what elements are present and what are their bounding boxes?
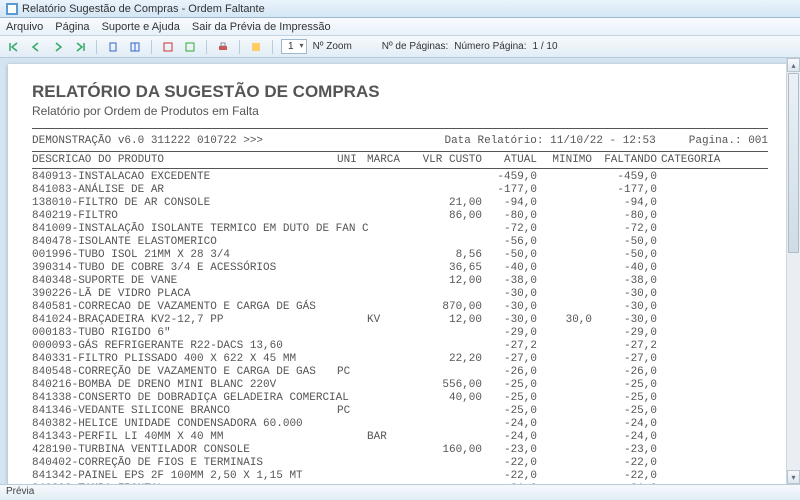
- prev-page-button[interactable]: [28, 39, 44, 55]
- table-row: 001996-TUBO ISOL 21MM X 28 3/48,56-50,0-…: [32, 249, 768, 262]
- table-row: 841343-PERFIL LI 40MM X 40 MMBAR-24,0-24…: [32, 431, 768, 444]
- table-row: 840216-BOMBA DE DRENO MINI BLANC 220V556…: [32, 379, 768, 392]
- toolbar: 1 Nº Zoom Nº de Páginas: Número Página: …: [0, 36, 800, 58]
- table-row: 390226-LÃ DE VIDRO PLACA-30,0-30,0: [32, 288, 768, 301]
- vertical-scrollbar[interactable]: ▴ ▾: [786, 58, 800, 484]
- single-page-icon[interactable]: [105, 39, 121, 55]
- last-page-button[interactable]: [72, 39, 88, 55]
- window-title: Relatório Sugestão de Compras - Ordem Fa…: [22, 3, 265, 15]
- table-body: 840913-INSTALACAO EXCEDENTE-459,0-459,08…: [32, 171, 768, 484]
- zoom-in-icon[interactable]: [182, 39, 198, 55]
- next-page-button[interactable]: [50, 39, 66, 55]
- table-row: 841342-PAINEL EPS 2F 100MM 2,50 X 1,15 M…: [32, 470, 768, 483]
- print-icon[interactable]: [215, 39, 231, 55]
- hdr-marca: MARCA: [367, 154, 412, 166]
- menu-arquivo[interactable]: Arquivo: [6, 21, 43, 33]
- report-title: RELATÓRIO DA SUGESTÃO DE COMPRAS: [32, 82, 768, 102]
- table-row: 840581-CORRECAO DE VAZAMENTO E CARGA DE …: [32, 301, 768, 314]
- zoom-label: Nº Zoom: [313, 41, 352, 52]
- scroll-down-button[interactable]: ▾: [787, 470, 800, 484]
- export-icon[interactable]: [248, 39, 264, 55]
- report-page: RELATÓRIO DA SUGESTÃO DE COMPRAS Relatór…: [8, 64, 792, 484]
- table-header: DESCRICAO DO PRODUTO UNI MARCA VLR CUSTO…: [32, 151, 768, 169]
- app-icon: [6, 3, 18, 15]
- table-row: 000183-TUBO RIGIDO 6"-29,0-29,0: [32, 327, 768, 340]
- menu-bar: Arquivo Página Suporte e Ajuda Sair da P…: [0, 18, 800, 36]
- pages-label: Nº de Páginas:: [382, 41, 448, 52]
- menu-pagina[interactable]: Página: [55, 21, 89, 33]
- table-row: 840913-INSTALACAO EXCEDENTE-459,0-459,0: [32, 171, 768, 184]
- table-row: 841083-ANÁLISE DE AR-177,0-177,0: [32, 184, 768, 197]
- table-row: 840402-CORREÇÃO DE FIOS E TERMINAIS-22,0…: [32, 457, 768, 470]
- multi-page-icon[interactable]: [127, 39, 143, 55]
- status-previa: Prévia: [6, 486, 34, 497]
- menu-sair[interactable]: Sair da Prévia de Impressão: [192, 21, 331, 33]
- table-row: 390314-TUBO DE COBRE 3/4 E ACESSÓRIOS36,…: [32, 262, 768, 275]
- table-row: 841009-INSTALAÇÃO ISOLANTE TERMICO EM DU…: [32, 223, 768, 236]
- status-bar: Prévia: [0, 484, 800, 500]
- table-row: 138010-FILTRO DE AR CONSOLE21,00-94,0-94…: [32, 197, 768, 210]
- zoom-out-icon[interactable]: [160, 39, 176, 55]
- report-subtitle: Relatório por Ordem de Produtos em Falta: [32, 104, 768, 118]
- hdr-atual: ATUAL: [482, 154, 537, 166]
- table-row: 840331-FILTRO PLISSADO 400 X 622 X 45 MM…: [32, 353, 768, 366]
- hdr-vlr: VLR CUSTO: [412, 154, 482, 166]
- table-row: 428190-TURBINA VENTILADOR CONSOLE160,00-…: [32, 444, 768, 457]
- table-row: 000093-GÁS REFRIGERANTE R22-DACS 13,60-2…: [32, 340, 768, 353]
- table-row: 840219-FILTRO86,00-80,0-80,0: [32, 210, 768, 223]
- page-num-label: Número Página:: [454, 41, 526, 52]
- first-page-button[interactable]: [6, 39, 22, 55]
- table-row: 841338-CONSERTO DE DOBRADIÇA GELADEIRA C…: [32, 392, 768, 405]
- table-row: 841024-BRAÇADEIRA KV2-12,7 PPKV12,00-30,…: [32, 314, 768, 327]
- table-row: 841346-VEDANTE SILICONE BRANCOPC-25,0-25…: [32, 405, 768, 418]
- table-row: 840382-HELICE UNIDADE CONDENSADORA 60.00…: [32, 418, 768, 431]
- table-row: 840478-ISOLANTE ELASTOMERICO-56,0-50,0: [32, 236, 768, 249]
- meta-left: DEMONSTRAÇÃO v6.0 311222 010722 >>>: [32, 135, 263, 147]
- menu-suporte[interactable]: Suporte e Ajuda: [102, 21, 180, 33]
- hdr-uni: UNI: [337, 154, 367, 166]
- scroll-up-button[interactable]: ▴: [787, 58, 800, 72]
- report-meta: DEMONSTRAÇÃO v6.0 311222 010722 >>> Data…: [32, 135, 768, 147]
- table-row: 840548-CORREÇÃO DE VAZAMENTO E CARGA DE …: [32, 366, 768, 379]
- scroll-thumb[interactable]: [788, 73, 799, 253]
- hdr-faltando: FALTANDO: [592, 154, 657, 166]
- table-row: 840348-SUPORTE DE VANE12,00-38,0-38,0: [32, 275, 768, 288]
- page-num-value: 1 / 10: [533, 41, 558, 52]
- hdr-categoria: CATEGORIA: [657, 154, 727, 166]
- zoom-input[interactable]: 1: [281, 39, 307, 54]
- title-bar: Relatório Sugestão de Compras - Ordem Fa…: [0, 0, 800, 18]
- hdr-minimo: MINIMO: [537, 154, 592, 166]
- hdr-descricao: DESCRICAO DO PRODUTO: [32, 154, 337, 166]
